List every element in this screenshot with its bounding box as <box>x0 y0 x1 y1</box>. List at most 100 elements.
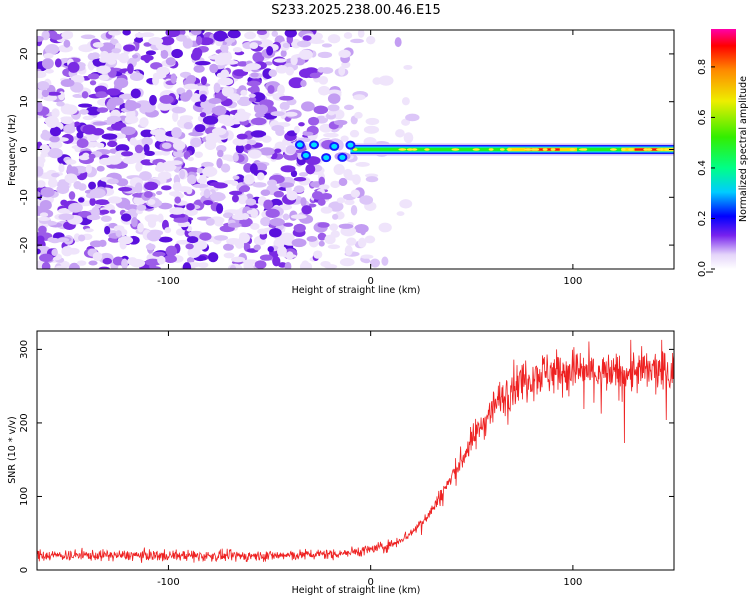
spectrogram-cell <box>88 181 97 190</box>
carrier-fleck <box>646 148 653 151</box>
spectrogram-cell <box>175 228 186 236</box>
spectrogram-cell <box>320 206 333 214</box>
spectrogram-cell <box>280 165 296 173</box>
spectrogram-cell <box>120 126 136 136</box>
spectrogram-cell <box>354 111 363 119</box>
spectrogram-cell <box>170 73 177 84</box>
spectrogram-cell <box>293 223 306 233</box>
spectrogram-cell <box>298 172 309 177</box>
spectrogram-cell <box>227 30 241 39</box>
colorbar-tick-label: 0.8 <box>697 59 708 75</box>
spectrogram-cell <box>199 174 207 184</box>
spectrogram-x-label: Height of straight line (km) <box>292 285 421 296</box>
spectrogram-cell <box>187 156 194 162</box>
spectrogram-cell <box>236 133 248 140</box>
spectrogram-cell <box>248 93 256 98</box>
spectrogram-cell <box>44 44 60 55</box>
spectrogram-cell <box>220 163 231 173</box>
spectrogram-cell <box>327 93 341 104</box>
spectrogram-cell <box>394 37 402 48</box>
spectrogram-cell <box>169 207 185 215</box>
transition-ring <box>337 152 348 162</box>
spectrogram-cell <box>159 94 174 104</box>
spectrogram-cell <box>317 198 326 206</box>
snr-y-ticks: 0 100 200 300 <box>19 340 674 573</box>
spectrogram-y-tick-label: -10 <box>19 189 30 205</box>
spectrogram-cell <box>92 251 103 261</box>
spectrogram-cell <box>236 96 252 107</box>
spectrogram-cell <box>82 152 90 159</box>
spectrogram-cell <box>366 35 376 45</box>
spectrogram-cell <box>350 204 358 216</box>
spectrogram-cell <box>301 101 315 112</box>
snr-y-tick-label: 300 <box>19 340 30 359</box>
spectrogram-cell <box>89 80 97 86</box>
spectrogram-cell <box>44 68 54 74</box>
spectrogram-cell <box>213 30 228 42</box>
spectrogram-cell <box>78 103 93 108</box>
transition-ring <box>345 140 356 150</box>
spectrogram-cell <box>141 136 153 146</box>
colorbar-tick-label: 0.4 <box>697 160 708 176</box>
spectrogram-cell <box>179 169 186 180</box>
spectrogram-cell <box>267 84 275 94</box>
spectrogram-cell <box>257 104 269 115</box>
spectrogram-cell <box>113 77 129 89</box>
spectrogram-cell <box>243 174 255 185</box>
spectrogram-cell <box>88 260 98 266</box>
colorbar: 0.0 0.2 0.4 0.6 0.8 Normalized spectral ampl… <box>697 29 749 277</box>
spectrogram-cell <box>184 208 198 216</box>
spectrogram-cell <box>213 82 221 93</box>
spectrogram-cell <box>187 247 201 258</box>
spectrogram-cell <box>58 213 75 221</box>
spectrogram-cell <box>260 189 271 197</box>
spectrogram-cell <box>64 173 78 184</box>
spectrogram-cell <box>365 117 380 125</box>
spectrogram-cell <box>150 129 166 136</box>
spectrogram-cell <box>47 177 58 188</box>
spectrogram-cell <box>145 243 156 251</box>
spectrogram-cell <box>140 32 155 38</box>
spectrogram-cell <box>196 167 204 174</box>
spectrogram-cell <box>403 132 414 144</box>
spectrogram-cell <box>290 170 298 178</box>
spectrogram-cell <box>350 189 361 198</box>
spectrogram-cell <box>205 218 215 226</box>
spectrogram-cell <box>139 171 152 181</box>
spectrogram-cell <box>165 30 181 38</box>
spectrogram-cell <box>250 208 259 219</box>
spectrogram-cell <box>61 31 74 40</box>
spectrogram-cell <box>51 172 60 178</box>
spectrogram-cell <box>266 45 274 56</box>
spectrogram-cell <box>309 72 321 79</box>
spectrogram-cell <box>279 182 295 188</box>
spectrogram-cell <box>62 104 78 115</box>
spectrogram-cell <box>46 119 58 129</box>
spectrogram-cell <box>174 196 181 204</box>
spectrogram-cell <box>284 30 297 38</box>
spectrogram-cell <box>98 239 107 247</box>
spectrogram-cell <box>244 31 257 40</box>
spectrogram-cell <box>77 234 86 242</box>
spectrogram-cell <box>282 42 290 49</box>
spectrogram-cell <box>313 250 323 259</box>
spectrogram-cell <box>246 139 257 146</box>
spectrogram-cell <box>96 165 105 172</box>
spectrogram-cell <box>198 262 209 268</box>
spectrogram-cell <box>157 213 164 223</box>
carrier-fleck <box>621 148 626 151</box>
spectrogram-cell <box>202 115 219 125</box>
spectrogram-cell <box>41 89 50 98</box>
spectrogram-cell <box>39 253 54 263</box>
spectrogram-cell <box>229 93 241 102</box>
spectrogram-cell <box>338 66 346 76</box>
carrier-fleck <box>472 148 480 151</box>
spectrogram-cell <box>186 236 199 244</box>
spectrogram-cell <box>129 72 144 81</box>
spectrogram-cell <box>280 49 287 58</box>
spectrogram-cell <box>344 245 353 256</box>
spectrogram-cell <box>235 143 244 154</box>
spectrogram-cell <box>120 213 132 222</box>
spectrogram-cell <box>111 48 122 54</box>
spectrogram-y-tick-label: 0 <box>19 146 30 152</box>
